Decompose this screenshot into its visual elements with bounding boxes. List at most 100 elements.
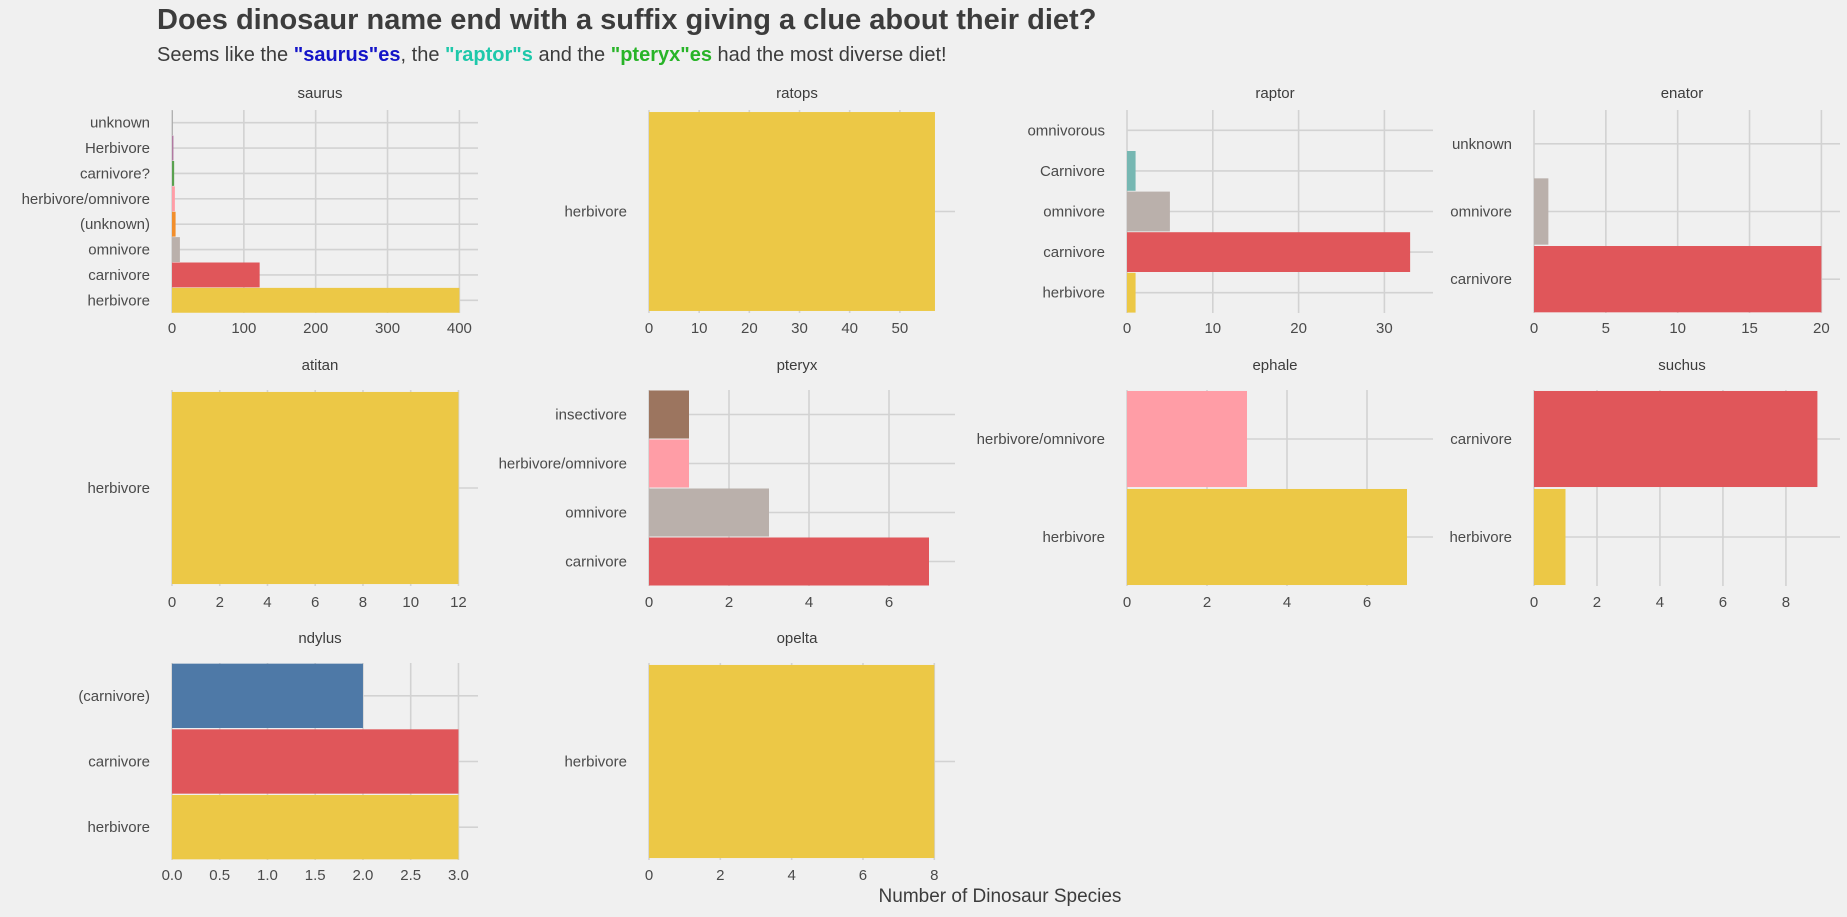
- x-tick-label: 0: [168, 320, 176, 337]
- panel-opelta: 0 2 4 6 8 herbivore opelta: [564, 630, 955, 884]
- panel-ratops: 0 10 20 30 40 50 herbivore ratops: [564, 85, 955, 337]
- chart-title: Does dinosaur name end with a suffix giv…: [157, 4, 1097, 36]
- x-tick-label: 2: [1203, 594, 1211, 611]
- subtitle-raptor: "raptor"s: [445, 44, 533, 66]
- x-tick-label: 8: [359, 594, 367, 611]
- bar-herbivore: [649, 664, 935, 859]
- bar-insectivore: [649, 390, 689, 439]
- panel-title: atitan: [302, 357, 339, 374]
- bar-Herbivore: [172, 135, 174, 161]
- x-tick-label: 15: [1741, 320, 1758, 337]
- panel-title: enator: [1661, 85, 1704, 102]
- panel-title: raptor: [1255, 85, 1294, 102]
- bar-Carnivore: [1127, 151, 1136, 191]
- y-tick-label: unknown: [90, 115, 150, 132]
- panel-atitan: 0 2 4 6 8 10 12 herbivore atitan: [87, 357, 478, 611]
- bar-omnivore: [172, 237, 180, 262]
- panel-title: saurus: [297, 85, 342, 102]
- bar-carnivore: [1534, 246, 1822, 313]
- x-tick-label: 0: [1530, 320, 1538, 337]
- x-tick-label: 4: [1656, 594, 1664, 611]
- y-tick-label: carnivore: [1043, 244, 1105, 261]
- x-tick-label: 6: [859, 867, 867, 884]
- x-tick-label: 10: [1669, 320, 1686, 337]
- x-tick-label: 2: [216, 594, 224, 611]
- bar-carnivore: [172, 262, 260, 288]
- y-tick-label: herbivore/omnivore: [499, 456, 627, 473]
- x-tick-label: 0: [1123, 594, 1131, 611]
- x-tick-label: 4: [1283, 594, 1291, 611]
- bar-herbivore: [649, 112, 935, 311]
- x-tick-label: 6: [1719, 594, 1727, 611]
- bar-carnivore: [649, 537, 929, 586]
- x-tick-label: 8: [930, 867, 938, 884]
- x-tick-label: 0: [1530, 594, 1538, 611]
- x-tick-label: 4: [263, 594, 271, 611]
- x-tick-label: 20: [741, 320, 758, 337]
- panel-suchus: 0 2 4 6 8 herbivore carnivore suchus: [1449, 357, 1840, 611]
- panel-pteryx: 0 2 4 6 carnivore omnivore herbivore/omnivore i…: [499, 357, 955, 611]
- x-tick-label: 200: [303, 320, 328, 337]
- subtitle-saurus: "saurus"es: [293, 44, 401, 66]
- y-tick-label: carnivore?: [80, 165, 150, 182]
- y-tick-label: herbivore: [1042, 529, 1105, 546]
- panel-title: ratops: [776, 85, 818, 102]
- x-axis-label: Number of Dinosaur Species: [878, 886, 1122, 907]
- panel-title: ephale: [1252, 357, 1297, 374]
- x-tick-label: 0: [1123, 320, 1131, 337]
- y-tick-label: herbivore: [564, 754, 627, 771]
- y-tick-label: herbivore: [1042, 285, 1105, 302]
- x-tick-label: 10: [1204, 320, 1221, 337]
- bar-carnivore: [1127, 232, 1411, 272]
- x-tick-label: 1.5: [305, 867, 326, 884]
- subtitle-mid2: and the: [532, 44, 611, 66]
- panel-title: suchus: [1658, 357, 1706, 374]
- y-tick-label: carnivore: [88, 754, 150, 771]
- y-tick-label: carnivore: [88, 267, 150, 284]
- y-tick-label: omnivorous: [1027, 122, 1105, 139]
- bar-herbivore/omnivore: [1127, 390, 1247, 488]
- x-tick-label: 0: [168, 594, 176, 611]
- bar-herbivore: [1127, 488, 1407, 586]
- x-tick-label: 4: [787, 867, 795, 884]
- bar-carnivore: [172, 729, 459, 794]
- y-tick-label: carnivore: [1450, 271, 1512, 288]
- subtitle-pteryx: "pteryx"es: [610, 44, 712, 66]
- y-tick-label: herbivore: [87, 819, 150, 836]
- panel-title: pteryx: [777, 357, 818, 374]
- bar-herbivore: [1127, 272, 1136, 313]
- bar-herbivore/omnivore: [649, 439, 689, 488]
- y-tick-label: Herbivore: [85, 140, 150, 157]
- bar-unknown: [172, 110, 173, 136]
- y-tick-label: herbivore/omnivore: [977, 431, 1105, 448]
- x-tick-label: 40: [841, 320, 858, 337]
- bar-herbivore: [172, 287, 460, 313]
- panel-title: opelta: [777, 630, 819, 647]
- x-tick-label: 4: [805, 594, 813, 611]
- bar-omnivore: [1534, 178, 1549, 245]
- y-tick-label: (carnivore): [78, 688, 150, 705]
- x-tick-label: 20: [1290, 320, 1307, 337]
- x-tick-label: 0.0: [162, 867, 183, 884]
- y-tick-label: carnivore: [1450, 431, 1512, 448]
- x-tick-label: 0.5: [209, 867, 230, 884]
- x-tick-label: 50: [892, 320, 909, 337]
- y-tick-label: herbivore: [564, 204, 627, 221]
- bar-herbivore/omnivore: [172, 186, 175, 212]
- chart-subtitle: Seems like the "saurus"es, the "raptor"s…: [157, 44, 947, 67]
- panel-raptor: 0 10 20 30 herbivore carnivore omnivore Carnivo…: [1027, 85, 1433, 337]
- bar-herbivore: [1534, 488, 1566, 586]
- bar-carnivore?: [172, 161, 175, 186]
- x-tick-label: 30: [791, 320, 808, 337]
- y-tick-label: omnivore: [88, 242, 150, 259]
- x-tick-label: 1.0: [257, 867, 278, 884]
- bar-omnivore: [1127, 191, 1170, 232]
- x-tick-label: 0: [645, 594, 653, 611]
- y-tick-label: herbivore: [87, 292, 150, 309]
- y-tick-label: omnivore: [565, 505, 627, 522]
- bar-(carnivore): [172, 663, 363, 729]
- x-tick-label: 12: [450, 594, 467, 611]
- y-tick-label: omnivore: [1043, 204, 1105, 221]
- y-tick-label: herbivore: [1449, 529, 1512, 546]
